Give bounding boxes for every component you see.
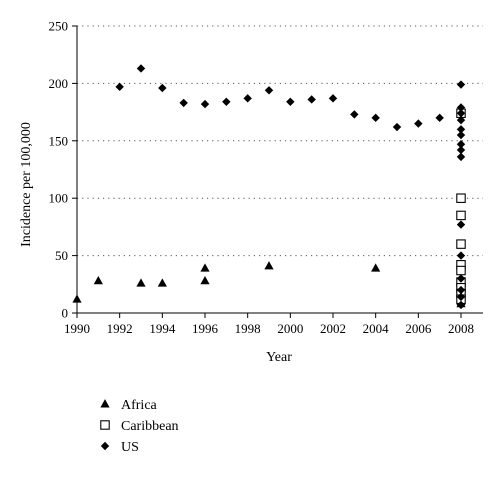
data-point-us <box>179 98 188 108</box>
data-point-us <box>414 119 423 128</box>
data-point-us <box>115 82 124 92</box>
data-point-us <box>456 130 466 140</box>
data-point-caribbean <box>456 210 466 221</box>
data-point-caribbean <box>456 239 466 249</box>
data-point-us <box>243 94 252 103</box>
data-point-us <box>435 113 444 123</box>
y-axis-title: Incidence per 100,000 <box>19 122 34 247</box>
data-point-africa <box>264 261 274 270</box>
data-point-us <box>456 152 466 162</box>
data-point-us <box>456 285 466 295</box>
data-point-us <box>158 83 167 93</box>
data-point-us <box>392 122 402 132</box>
legend-marker-us <box>100 441 110 451</box>
series-us <box>115 64 466 310</box>
data-point-africa <box>72 294 82 303</box>
legend-label-us: US <box>121 440 139 455</box>
data-point-us <box>456 251 466 260</box>
data-point-africa <box>157 278 167 287</box>
y-tick-label: 150 <box>49 133 69 148</box>
data-point-us <box>456 145 466 155</box>
data-point-us <box>456 109 466 118</box>
data-point-africa <box>136 278 146 287</box>
marks-layer <box>72 64 466 310</box>
data-point-us <box>328 94 338 103</box>
data-point-us <box>371 113 380 123</box>
y-tick-label: 250 <box>49 19 69 34</box>
data-point-us <box>456 115 466 125</box>
data-point-caribbean <box>456 265 466 276</box>
data-point-us <box>456 300 466 310</box>
data-point-us <box>222 97 231 106</box>
data-point-us <box>456 140 466 149</box>
data-point-us <box>264 86 274 95</box>
data-point-africa <box>93 276 103 285</box>
y-tick-label: 50 <box>55 248 68 263</box>
data-point-us <box>350 110 359 119</box>
x-tick-label: 2004 <box>363 321 390 336</box>
data-point-caribbean <box>456 193 466 203</box>
data-point-us <box>136 64 146 73</box>
x-tick-label: 1990 <box>64 321 90 336</box>
data-point-us <box>456 125 466 134</box>
y-tick-label: 0 <box>62 306 69 321</box>
data-point-us <box>456 103 466 112</box>
data-point-us <box>456 274 466 283</box>
data-point-us <box>307 95 316 104</box>
legend-marker-caribbean <box>100 420 110 430</box>
series-africa <box>72 239 466 308</box>
x-axis-title: Year <box>266 350 292 365</box>
legend-marker-africa <box>100 399 110 408</box>
x-tick-label: 1996 <box>192 321 219 336</box>
data-point-africa <box>200 276 210 285</box>
legend: Africa Caribbean US <box>100 398 179 455</box>
data-point-us <box>456 220 466 229</box>
axis-layer: 0 50 100 150 200 250 1990 1992 1994 1996 1998 2000 2… <box>49 19 483 336</box>
data-point-us <box>456 292 466 302</box>
grid-layer <box>77 25 483 257</box>
x-tick-label: 2006 <box>405 321 432 336</box>
y-tick-label: 100 <box>49 191 69 206</box>
data-point-us <box>286 97 295 106</box>
data-point-us <box>200 99 210 109</box>
x-tick-label: 2008 <box>448 321 474 336</box>
x-tick-label: 2002 <box>320 321 346 336</box>
x-tick-label: 1992 <box>107 321 133 336</box>
x-tick-label: 2000 <box>277 321 303 336</box>
x-tick-label: 1998 <box>235 321 261 336</box>
legend-label-caribbean: Caribbean <box>121 419 179 434</box>
x-tick-label: 1994 <box>149 321 176 336</box>
data-point-africa <box>200 263 210 272</box>
legend-label-africa: Africa <box>121 398 158 413</box>
y-tick-label: 200 <box>49 76 69 91</box>
data-point-us <box>456 80 466 89</box>
data-point-africa <box>371 263 381 272</box>
